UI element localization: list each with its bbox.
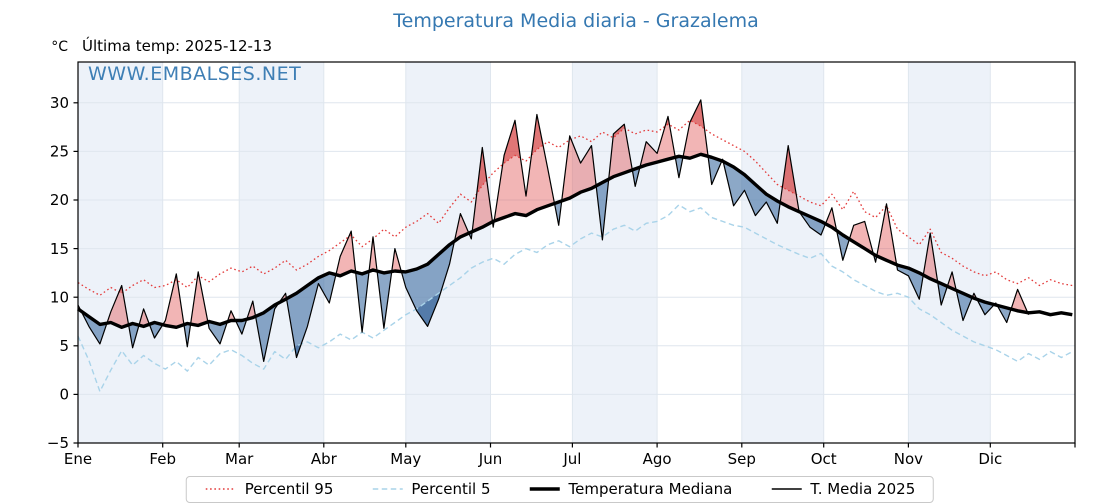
- watermark: WWW.EMBALSES.NET: [88, 63, 302, 85]
- chart-title: Temperatura Media diaria - Grazalema: [393, 10, 759, 32]
- svg-text:0: 0: [59, 386, 69, 404]
- svg-text:Dic: Dic: [978, 450, 1002, 468]
- svg-text:−5: −5: [47, 434, 69, 452]
- y-axis-unit-label: °C: [51, 39, 68, 55]
- svg-text:30: 30: [50, 94, 69, 112]
- legend-item-temperatura-mediana: Temperatura Mediana: [528, 480, 732, 498]
- svg-text:Jul: Jul: [562, 450, 581, 468]
- t-media-2025-line-sample: [771, 488, 802, 490]
- svg-text:Oct: Oct: [811, 450, 837, 468]
- svg-text:Jun: Jun: [478, 450, 502, 468]
- svg-text:Abr: Abr: [311, 450, 338, 468]
- last-temp-label: Última temp: 2025-12-13: [82, 37, 273, 55]
- percentil-95-line-sample: [205, 488, 236, 490]
- temperatura-mediana-line-sample: [529, 487, 560, 491]
- svg-text:5: 5: [59, 337, 69, 355]
- svg-text:25: 25: [50, 143, 69, 161]
- legend-item-percentil-5: Percentil 5: [371, 480, 490, 498]
- svg-text:Feb: Feb: [149, 450, 176, 468]
- svg-text:May: May: [390, 450, 421, 468]
- percentil-5-line-sample: [372, 488, 403, 490]
- svg-text:Nov: Nov: [894, 450, 923, 468]
- legend-label: T. Media 2025: [810, 480, 916, 498]
- chart-canvas: Ene Feb Mar Abr May Jun Jul Ago Sep Oct Nov Dic −5 0 5…: [47, 61, 1076, 468]
- legend-item-percentil-95: Percentil 95: [205, 480, 334, 498]
- svg-text:Ago: Ago: [643, 450, 672, 468]
- svg-text:Mar: Mar: [225, 450, 254, 468]
- svg-text:15: 15: [50, 240, 69, 258]
- legend: Percentil 95 Percentil 5 Temperatura Med…: [185, 476, 935, 503]
- legend-label: Percentil 95: [244, 480, 334, 498]
- legend-label: Temperatura Mediana: [568, 480, 733, 498]
- svg-text:Ene: Ene: [64, 450, 92, 468]
- legend-label: Percentil 5: [411, 480, 491, 498]
- svg-text:20: 20: [50, 191, 69, 209]
- svg-text:10: 10: [50, 288, 69, 306]
- svg-text:Sep: Sep: [728, 450, 756, 468]
- legend-item-t-media-2025: T. Media 2025: [770, 480, 915, 498]
